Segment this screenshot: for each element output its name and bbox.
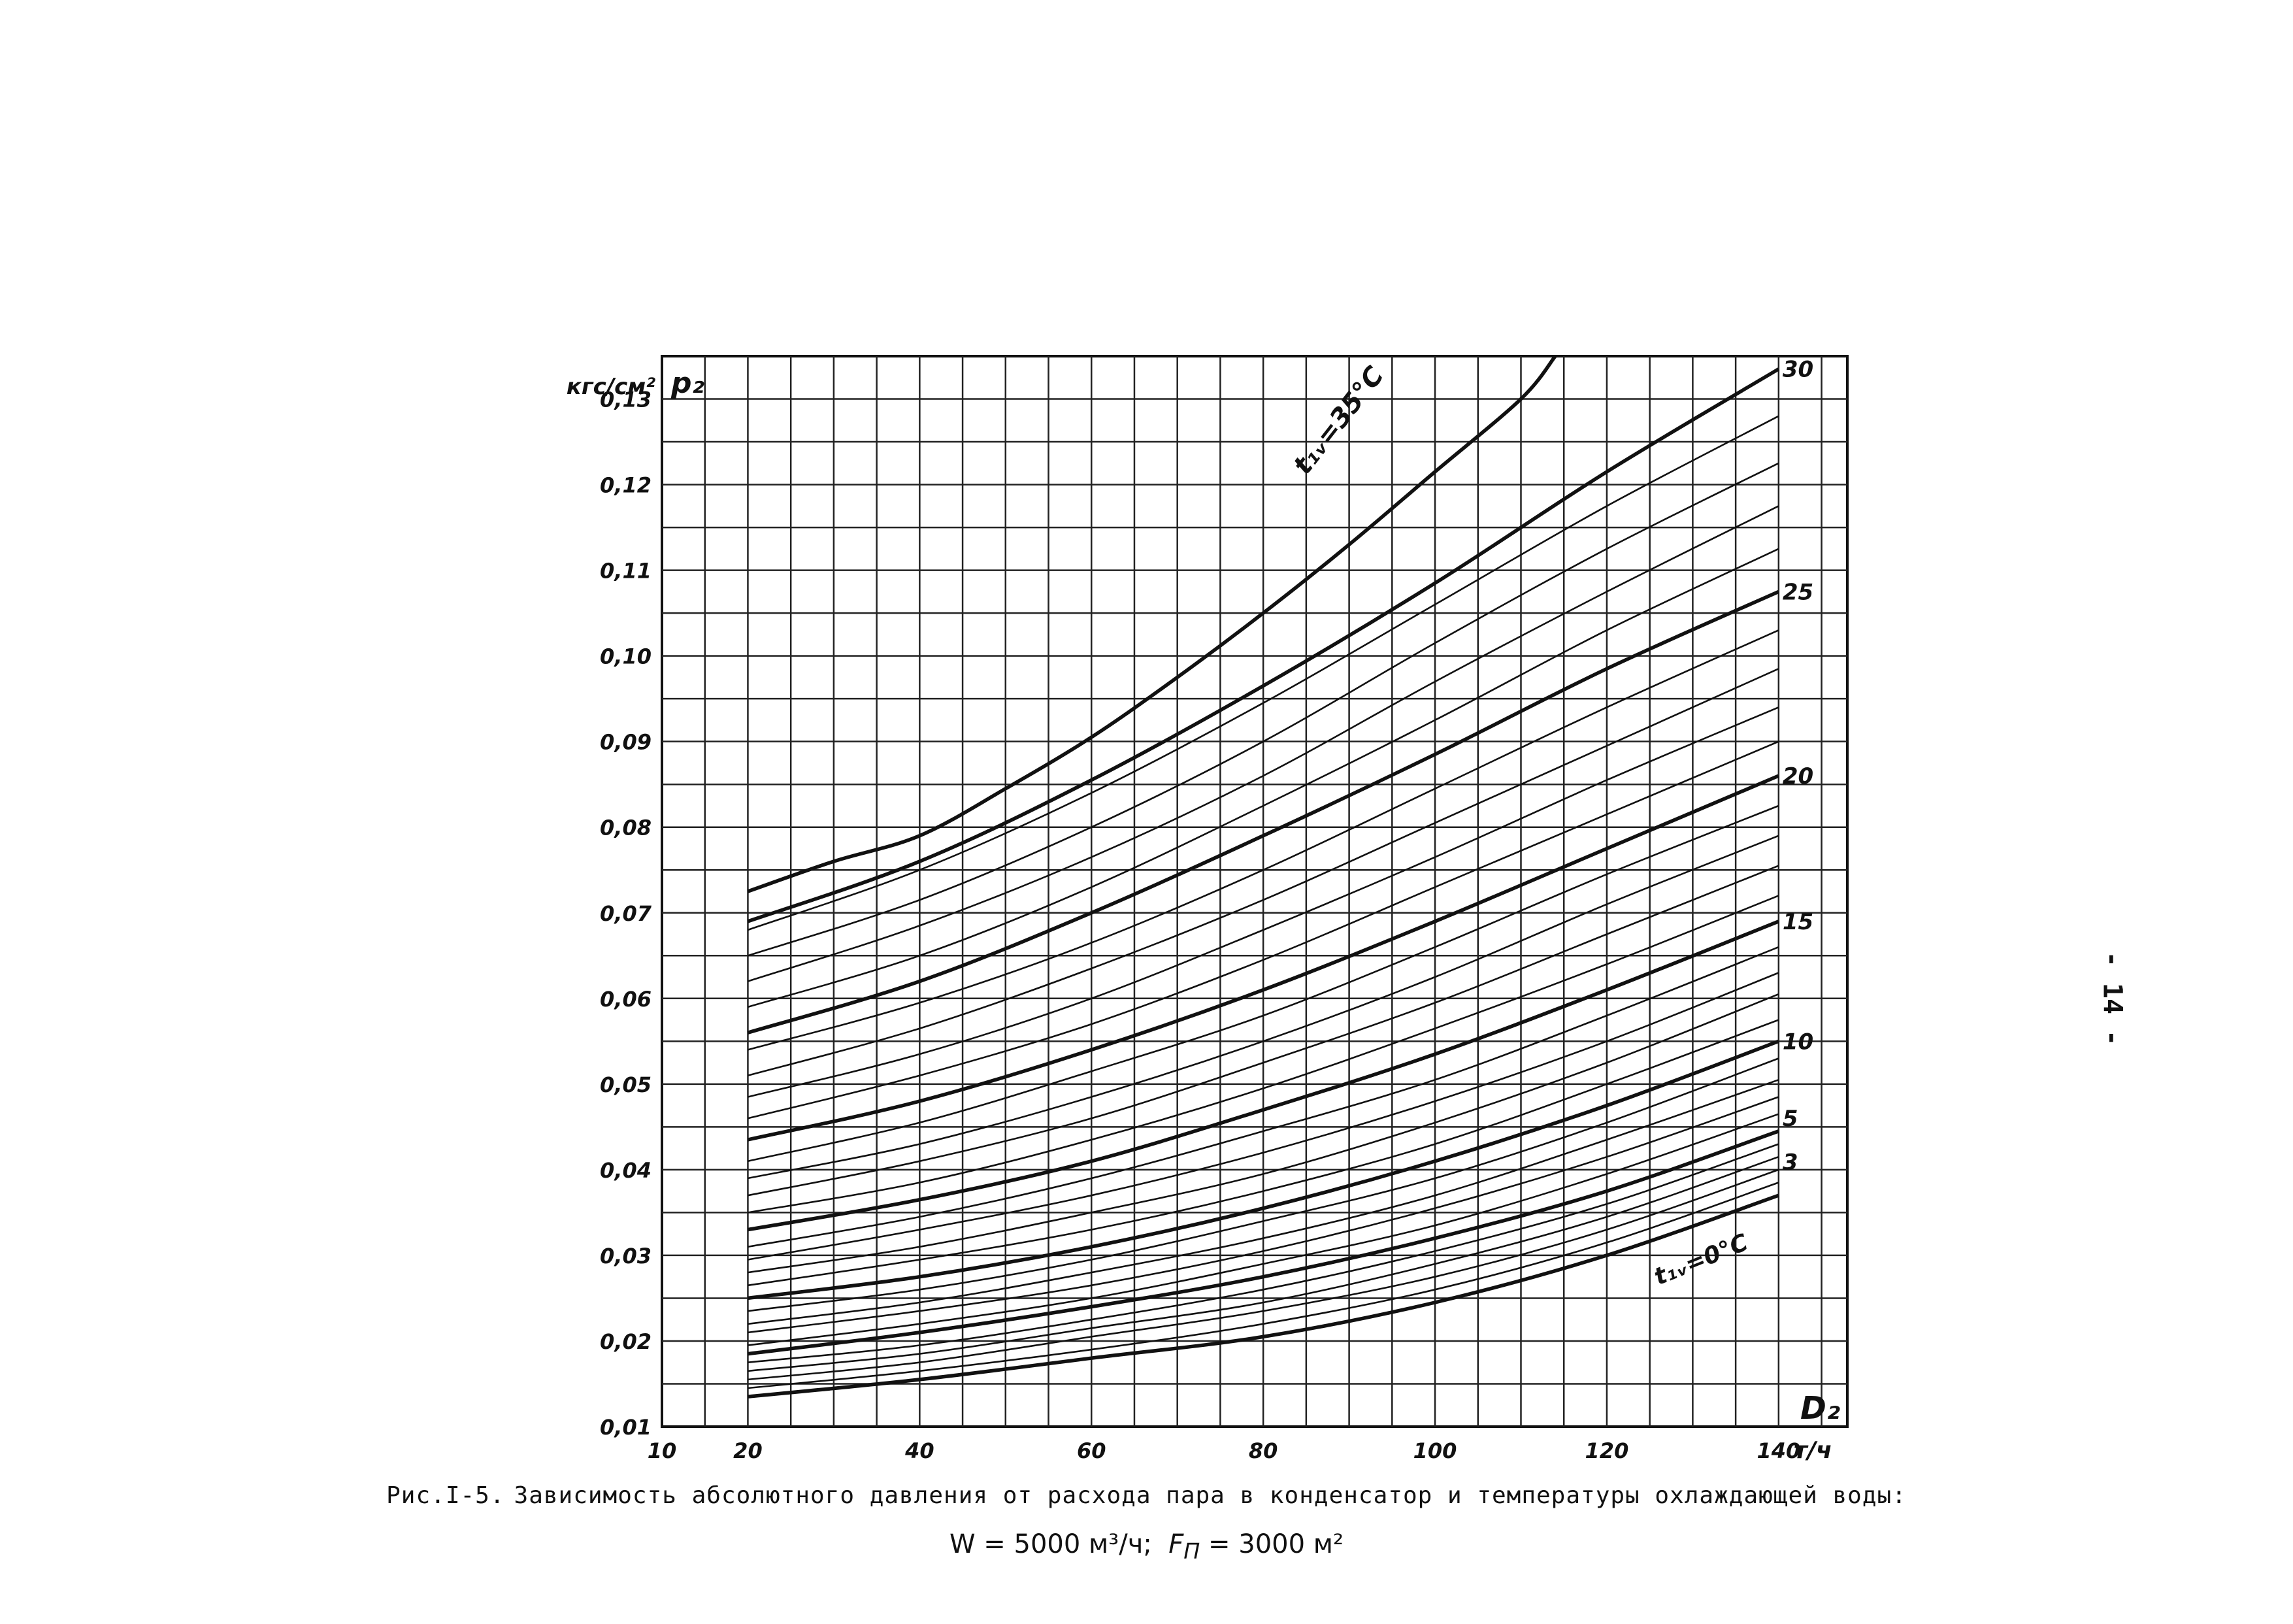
series-line-t2 <box>748 1168 1779 1381</box>
curve-label-t35: t₁ᵥ=35°C <box>1288 361 1390 480</box>
curve-label-t5: 5 <box>1783 1106 1798 1132</box>
series-line-t19 <box>748 804 1779 1163</box>
series-line-t20 <box>747 774 1779 1142</box>
series-line-t8 <box>748 1079 1779 1325</box>
series-line-t11 <box>748 1019 1779 1287</box>
y-tick-label: 0,13 <box>600 388 652 412</box>
f-symbol: F <box>1168 1529 1184 1559</box>
series-line-t5 <box>748 1129 1779 1356</box>
y-axis-symbol: p₂ <box>670 367 704 400</box>
axis-titles: кгс/см² p₂ D₂ т/ч <box>567 367 1840 1464</box>
x-tick-label: 80 <box>1249 1438 1278 1463</box>
w-symbol: W <box>949 1529 976 1559</box>
y-tick-label: 0,08 <box>600 816 652 840</box>
series-line-t4 <box>748 1143 1779 1363</box>
y-tick-label: 0,09 <box>600 730 652 755</box>
x-tick-label: 120 <box>1585 1438 1629 1463</box>
figure-caption: Рис.I-5. Зависимость абсолютного давления… <box>0 1482 2293 1509</box>
series-line-t10 <box>748 1039 1779 1301</box>
series-line-t1 <box>748 1182 1779 1389</box>
f-value: = 3000 м² <box>1208 1529 1344 1559</box>
series-line-t0 <box>748 1193 1779 1399</box>
y-tick-label: 0,06 <box>600 987 652 1012</box>
x-tick-label: 10 <box>648 1438 677 1463</box>
figure-number: Рис.I-5. <box>386 1482 505 1509</box>
y-tick-label: 0,04 <box>600 1158 652 1183</box>
x-tick-label: 100 <box>1413 1438 1457 1463</box>
series-line-t26 <box>748 548 1779 1008</box>
page-number: - 14 - <box>2097 951 2128 1046</box>
y-tick-label: 0,01 <box>600 1415 652 1440</box>
series-line-t3 <box>748 1155 1779 1372</box>
series-line-t13 <box>748 972 1779 1261</box>
y-tick-label: 0,03 <box>600 1244 652 1268</box>
curve-label-t15: 15 <box>1783 909 1813 935</box>
series-line-t12 <box>748 993 1779 1274</box>
x-tick-label: 140 <box>1757 1438 1800 1463</box>
series-line-t21 <box>748 740 1779 1119</box>
series-line-t18 <box>748 835 1779 1180</box>
tick-labels: 0,01 0,02 0,03 0,04 0,05 0,06 0,07 0,08 0,09 0,10… <box>600 388 1800 1463</box>
x-axis-unit: т/ч <box>1794 1437 1832 1464</box>
series-line-t14 <box>748 946 1779 1248</box>
series-line-t22 <box>748 706 1779 1098</box>
series-line-t6 <box>748 1113 1779 1346</box>
y-tick-label: 0,12 <box>600 473 652 498</box>
series-line-t24 <box>748 629 1779 1051</box>
figure-parameters: W = 5000 м³/ч; FП = 3000 м² <box>0 1529 2293 1564</box>
plot-frame <box>661 355 1849 1428</box>
curve-label-t30: 30 <box>1783 357 1813 383</box>
curve-label-t3: 3 <box>1783 1150 1798 1176</box>
series-line-t25 <box>747 589 1779 1035</box>
x-axis-symbol: D₂ <box>1800 1390 1840 1427</box>
x-tick-label: 40 <box>904 1438 934 1463</box>
y-tick-label: 0,05 <box>600 1072 652 1097</box>
series-line-t35 <box>747 355 1557 893</box>
y-tick-label: 0,02 <box>600 1329 652 1354</box>
curves <box>747 355 1780 1399</box>
y-tick-label: 0,11 <box>600 559 652 584</box>
curve-label-t10: 10 <box>1783 1029 1813 1055</box>
series-line-t27 <box>747 505 1779 982</box>
series-line-t28 <box>748 462 1779 957</box>
curve-label-t25: 25 <box>1783 579 1813 605</box>
series-line-t15 <box>747 920 1779 1232</box>
y-axis-unit: кгс/см² <box>567 374 655 400</box>
y-tick-label: 0,07 <box>600 901 652 926</box>
series-line-t9 <box>748 1057 1779 1312</box>
x-tick-label: 20 <box>733 1438 763 1463</box>
series-line-t23 <box>748 668 1779 1076</box>
f-subscript: П <box>1183 1538 1200 1564</box>
w-value: = 5000 м³/ч; <box>983 1529 1152 1559</box>
curve-label-t0: t₁ᵥ=0°C <box>1651 1229 1753 1291</box>
caption-text: Зависимость абсолютного давления от расх… <box>514 1482 1907 1509</box>
series-line-t16 <box>748 895 1779 1214</box>
x-tick-label: 60 <box>1077 1438 1106 1463</box>
series-line-t17 <box>748 865 1779 1197</box>
series-line-t7 <box>748 1096 1779 1334</box>
curve-label-t20: 20 <box>1783 763 1813 789</box>
series-line-t30 <box>747 367 1780 923</box>
series-line-t29 <box>747 415 1779 931</box>
y-tick-label: 0,10 <box>600 644 652 669</box>
